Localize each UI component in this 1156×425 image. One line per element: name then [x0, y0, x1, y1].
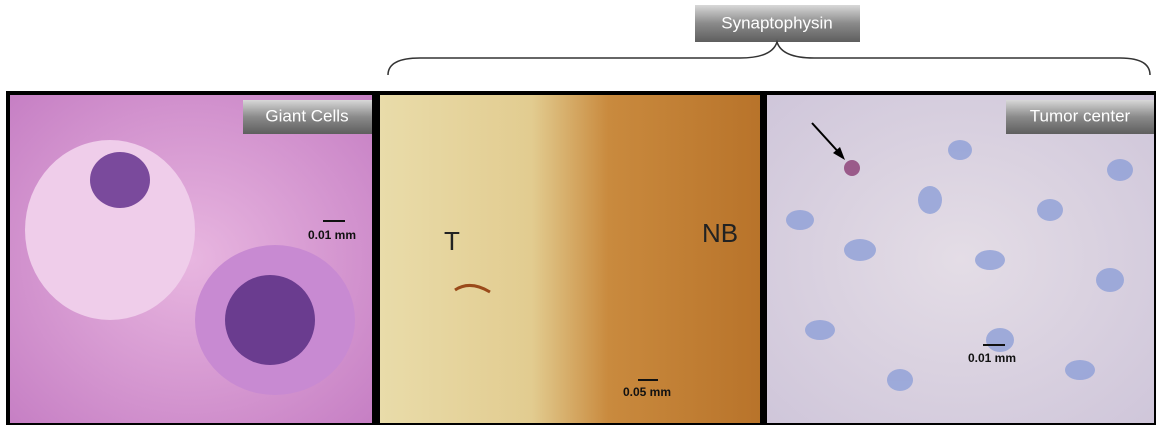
stained-cell: [844, 160, 860, 176]
annotation: NB: [702, 218, 738, 248]
panel-label: Giant Cells: [265, 106, 348, 125]
nucleus: [90, 152, 150, 208]
page: Synaptophysin Giant Cells 0.01 mm T NB 0…: [0, 0, 1156, 425]
header-label: Synaptophysin: [721, 13, 833, 32]
figure: Synaptophysin Giant Cells 0.01 mm T NB 0…: [0, 0, 1156, 425]
panel-synaptophysin: T NB 0.05 mm: [378, 93, 762, 425]
panel-image: [378, 93, 762, 425]
panel-giant-cells: Giant Cells 0.01 mm: [8, 93, 374, 425]
brace: [388, 42, 1150, 75]
panel-label: Tumor center: [1030, 106, 1131, 125]
annotation: T: [444, 226, 460, 256]
panel-tumor-center: Tumor center 0.01 mm: [765, 93, 1156, 425]
scale-label: 0.01 mm: [308, 228, 356, 242]
scale-label: 0.05 mm: [623, 385, 671, 399]
scale-label: 0.01 mm: [968, 351, 1016, 365]
nucleus: [225, 275, 315, 365]
